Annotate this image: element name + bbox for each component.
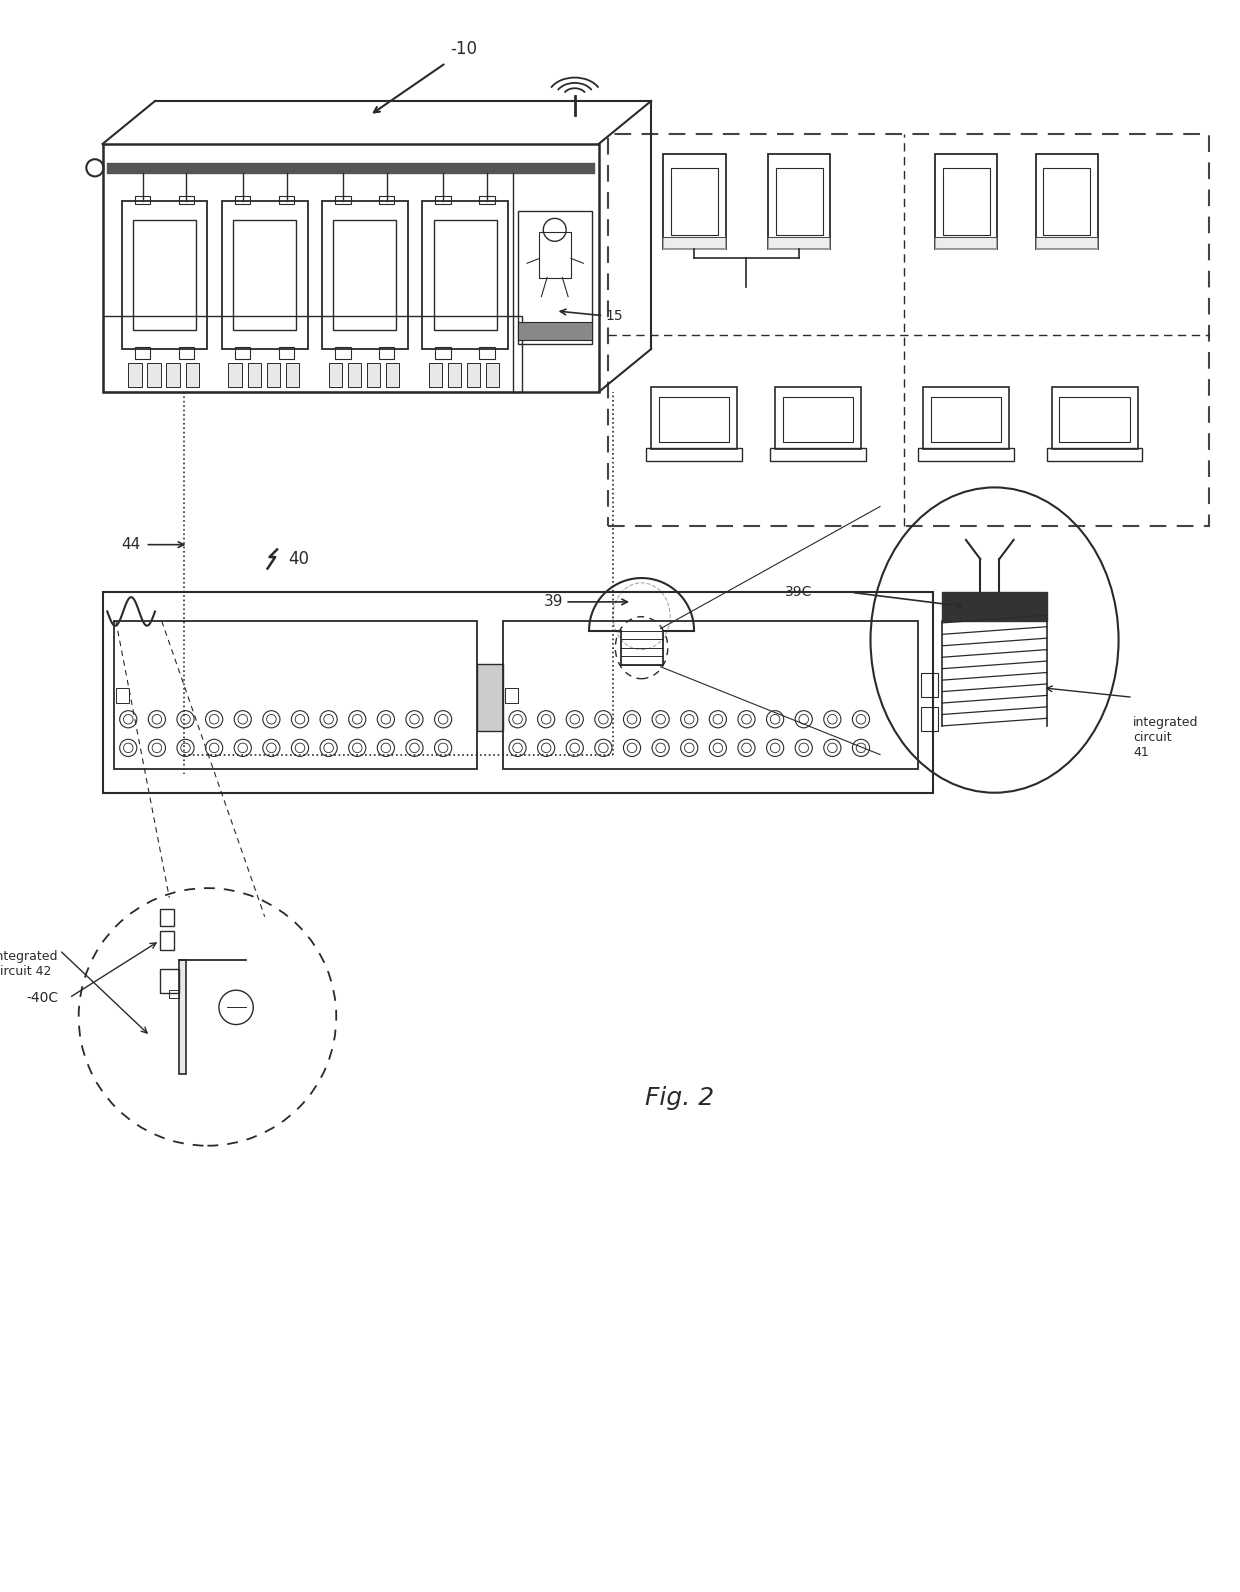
Bar xyxy=(248,363,260,387)
Bar xyxy=(103,143,599,392)
Bar xyxy=(921,707,939,731)
Bar xyxy=(517,322,591,339)
Bar xyxy=(923,387,1009,449)
Bar xyxy=(379,347,394,358)
Text: integrated
circuit
41: integrated circuit 41 xyxy=(1133,716,1198,759)
Bar xyxy=(228,363,242,387)
Bar xyxy=(769,153,831,248)
Bar xyxy=(467,363,480,387)
Bar xyxy=(334,220,397,330)
Bar xyxy=(379,196,394,204)
Bar xyxy=(222,201,308,349)
Bar xyxy=(103,592,932,793)
Bar xyxy=(236,347,250,358)
Bar xyxy=(160,909,174,927)
Bar xyxy=(919,449,1013,460)
Bar xyxy=(935,153,997,248)
Bar xyxy=(646,449,742,460)
Bar xyxy=(663,153,725,248)
Text: 15: 15 xyxy=(605,309,622,323)
Bar xyxy=(435,196,451,204)
Text: integrated
circuit 42: integrated circuit 42 xyxy=(0,950,58,977)
Bar xyxy=(186,363,198,387)
Bar xyxy=(329,363,342,387)
Bar xyxy=(133,220,196,330)
Bar xyxy=(135,196,150,204)
Bar xyxy=(539,232,570,277)
Bar xyxy=(347,363,361,387)
Bar xyxy=(671,167,718,234)
Bar xyxy=(179,960,186,1075)
Bar xyxy=(921,673,939,697)
Bar xyxy=(486,363,500,387)
Bar xyxy=(386,363,399,387)
Text: 40: 40 xyxy=(289,549,310,568)
Bar xyxy=(233,220,296,330)
Bar xyxy=(115,688,129,704)
Bar xyxy=(435,347,451,358)
Bar xyxy=(285,363,299,387)
Bar xyxy=(166,363,180,387)
Bar xyxy=(135,347,150,358)
Text: 44: 44 xyxy=(122,537,140,552)
Bar xyxy=(279,347,294,358)
Text: -40C: -40C xyxy=(26,990,58,1005)
Bar xyxy=(517,210,591,344)
Bar xyxy=(279,196,294,204)
Bar xyxy=(122,201,207,349)
Bar xyxy=(480,347,495,358)
Bar xyxy=(367,363,381,387)
Bar xyxy=(505,688,518,704)
Bar xyxy=(160,931,174,950)
Text: Fig. 2: Fig. 2 xyxy=(645,1086,714,1110)
Bar xyxy=(1035,153,1097,248)
Bar xyxy=(1043,167,1090,234)
Bar xyxy=(114,621,476,769)
Text: 39: 39 xyxy=(544,594,563,610)
Text: -10: -10 xyxy=(451,40,477,57)
Bar xyxy=(103,315,522,392)
Bar xyxy=(782,396,853,441)
Bar xyxy=(775,387,861,449)
Bar xyxy=(236,196,250,204)
Bar xyxy=(160,970,179,993)
Text: 39C: 39C xyxy=(785,586,812,599)
Bar xyxy=(770,449,866,460)
Bar xyxy=(267,363,280,387)
Bar xyxy=(322,201,408,349)
Bar xyxy=(1059,396,1130,441)
Bar xyxy=(434,220,496,330)
Bar xyxy=(429,363,443,387)
Bar xyxy=(1052,387,1137,449)
Bar xyxy=(179,347,195,358)
Bar xyxy=(658,396,729,441)
Bar xyxy=(608,134,1209,525)
Bar xyxy=(503,621,919,769)
Bar xyxy=(1047,449,1142,460)
Bar xyxy=(179,196,195,204)
Bar xyxy=(944,167,990,234)
Bar xyxy=(335,347,351,358)
Bar xyxy=(931,396,1001,441)
Bar xyxy=(335,196,351,204)
Bar xyxy=(651,387,737,449)
Bar xyxy=(448,363,461,387)
Bar xyxy=(422,201,508,349)
Bar xyxy=(480,196,495,204)
Bar xyxy=(148,363,161,387)
Bar xyxy=(128,363,141,387)
Bar xyxy=(476,664,503,731)
Bar xyxy=(776,167,823,234)
Bar xyxy=(170,990,179,998)
